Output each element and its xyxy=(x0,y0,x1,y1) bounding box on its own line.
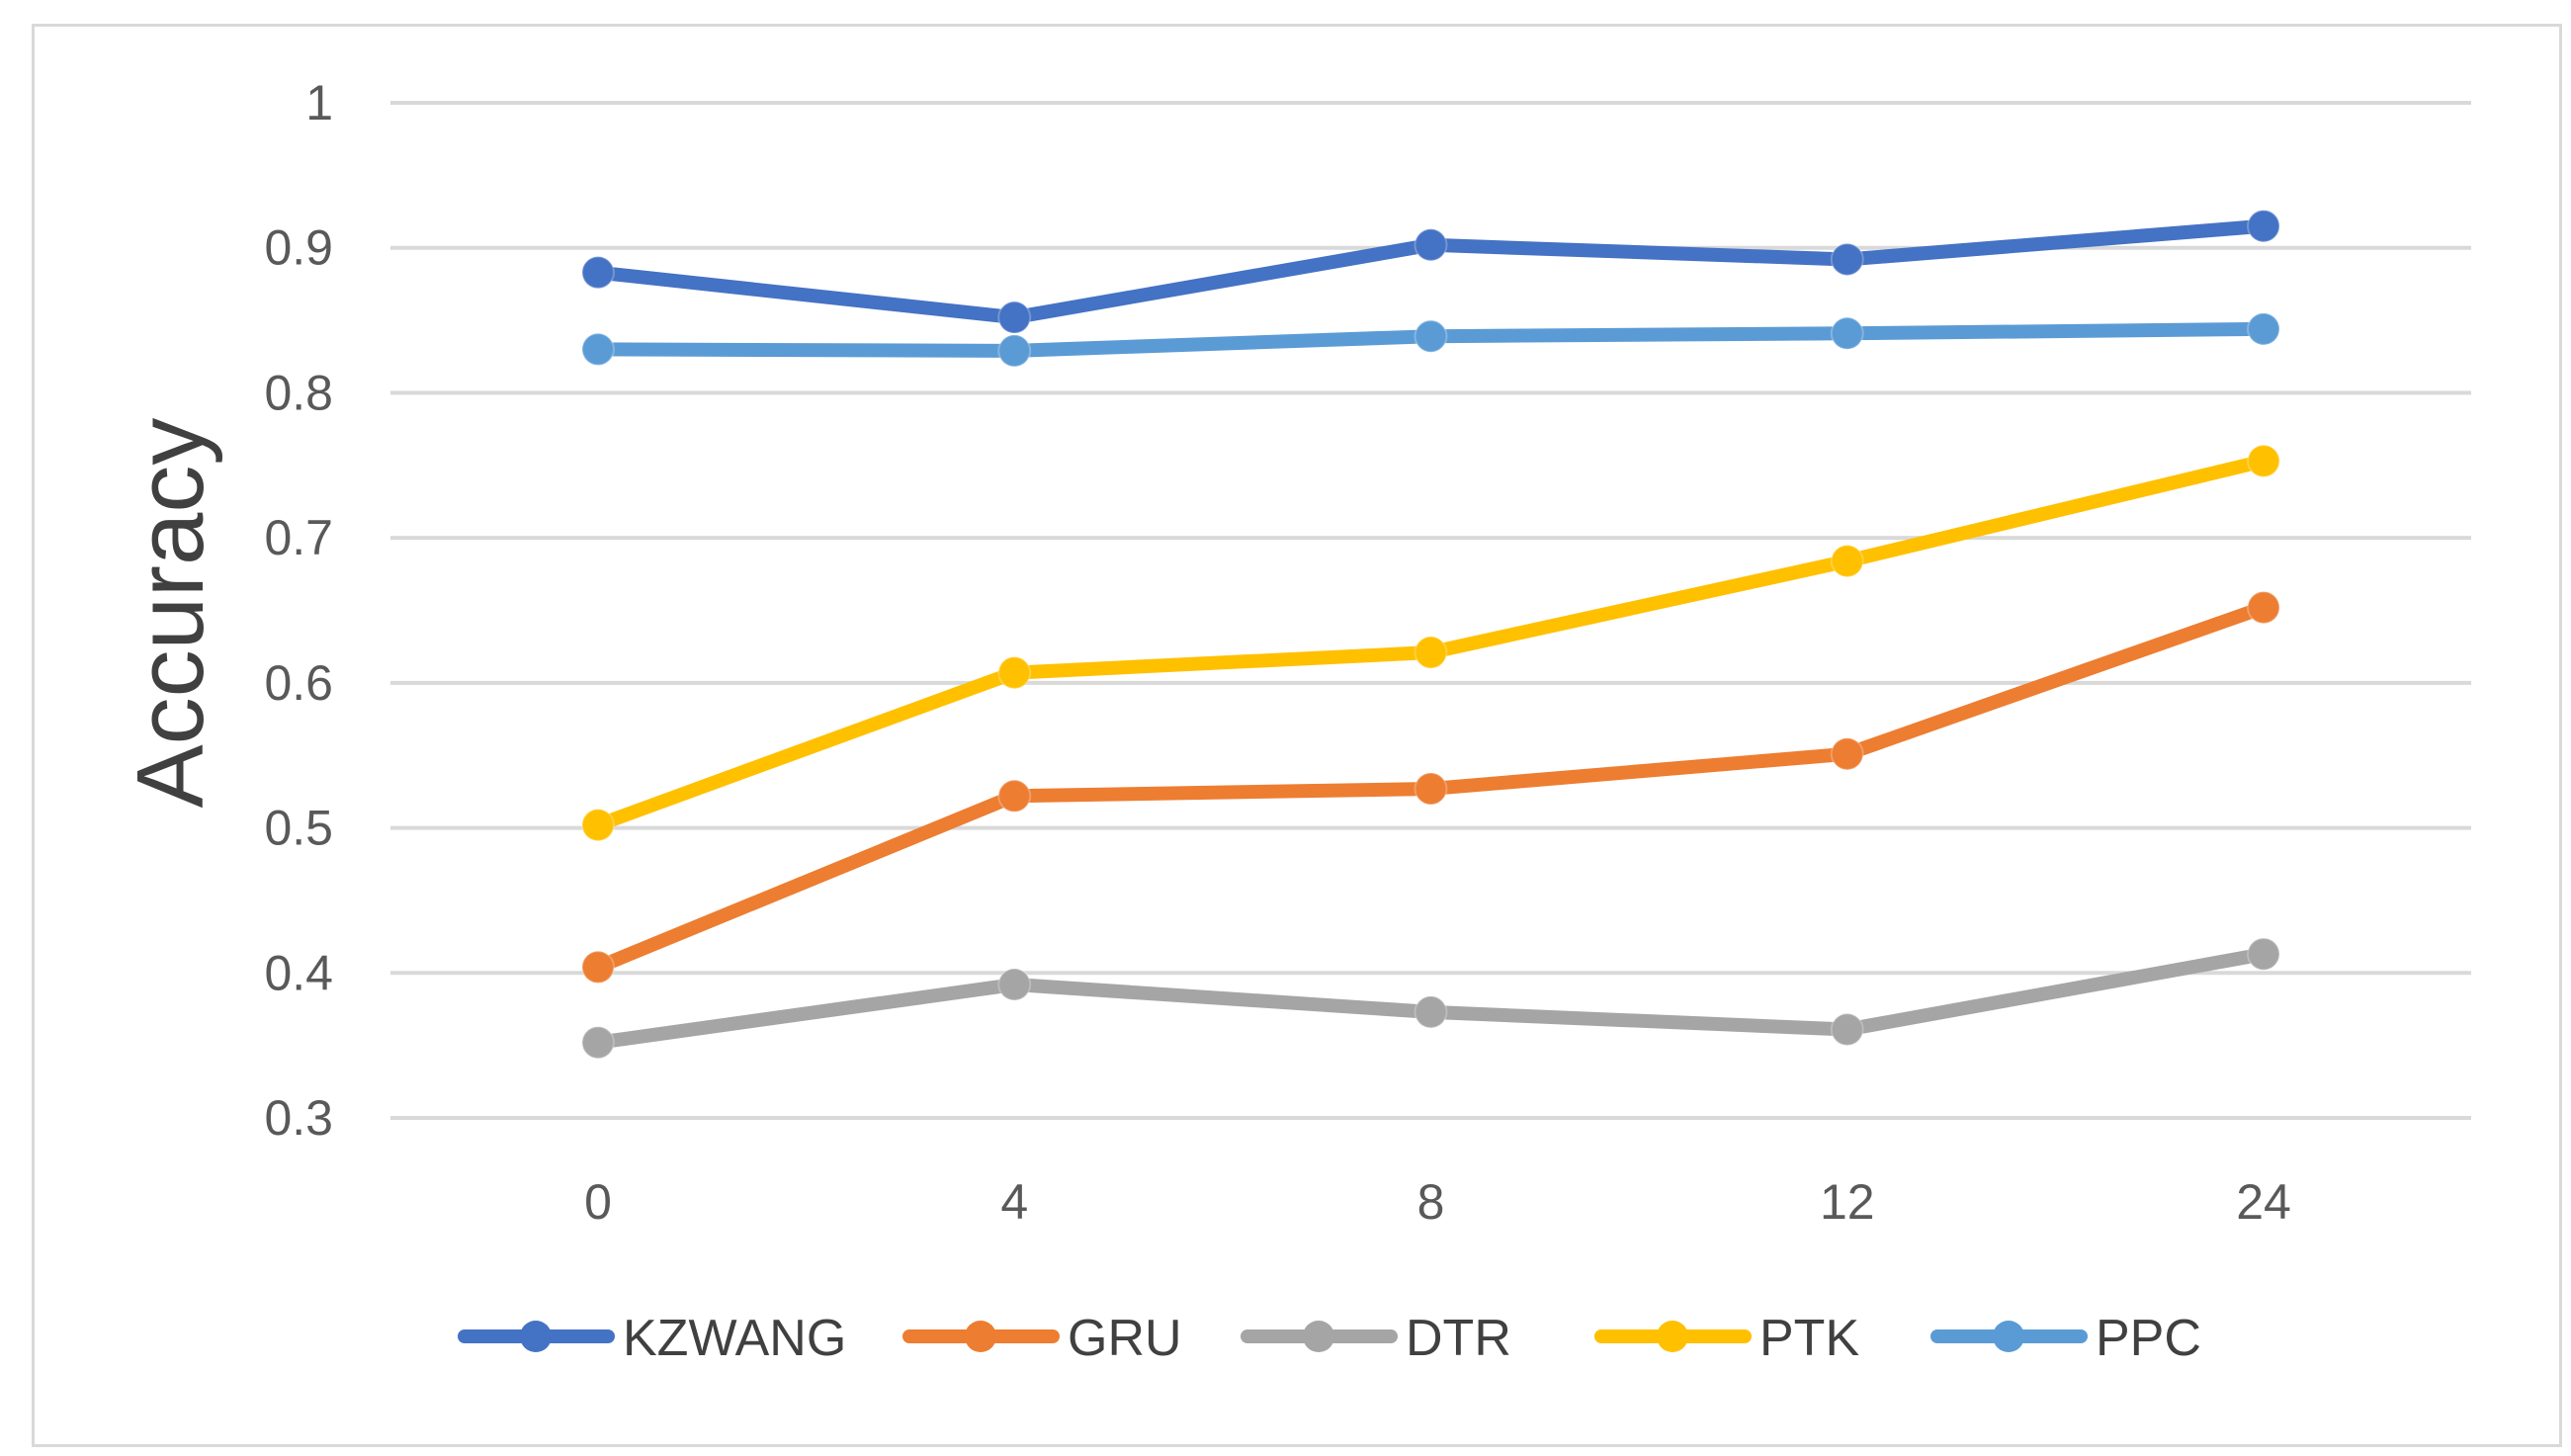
y-tick-label: 0.5 xyxy=(264,801,333,856)
legend-label: DTR xyxy=(1406,1310,1511,1367)
legend-label: PTK xyxy=(1759,1310,1859,1367)
data-point xyxy=(1830,316,1864,351)
y-axis-ticks: 0.3 0.4 0.5 0.6 0.7 0.8 0.9 1 xyxy=(264,75,333,1146)
x-tick-label: 8 xyxy=(1417,1174,1445,1230)
series-gru xyxy=(581,590,2280,985)
data-point xyxy=(997,300,1032,335)
y-axis-label: Accuracy xyxy=(118,418,223,809)
data-point xyxy=(2247,444,2280,478)
data-point xyxy=(2247,937,2280,972)
y-tick-label: 0.4 xyxy=(264,945,333,1000)
data-point xyxy=(581,332,615,367)
data-point xyxy=(1830,1012,1864,1047)
legend-label: GRU xyxy=(1068,1310,1182,1367)
data-point xyxy=(1414,227,1448,262)
legend-item: GRU xyxy=(902,1310,1182,1367)
x-axis-ticks: 0 4 8 12 24 xyxy=(584,1174,2291,1230)
series-ptk xyxy=(581,444,2280,842)
data-point xyxy=(1414,771,1448,806)
data-point xyxy=(581,808,615,842)
legend-swatch-marker xyxy=(1993,1321,2024,1352)
chart-frame xyxy=(32,24,2562,1447)
legend: KZWANG GRU DTR PTK PPC xyxy=(458,1310,2201,1367)
y-tick-label: 0.6 xyxy=(264,655,333,711)
y-tick-label: 0.3 xyxy=(264,1090,333,1146)
data-point xyxy=(2247,209,2280,243)
data-point xyxy=(1414,994,1448,1029)
data-point xyxy=(2247,311,2280,346)
legend-item: PTK xyxy=(1594,1310,1859,1367)
data-point xyxy=(2247,590,2280,625)
legend-swatch-marker xyxy=(1303,1321,1334,1352)
legend-swatch-marker xyxy=(1657,1321,1688,1352)
series-lines xyxy=(581,209,2280,1060)
data-point xyxy=(1830,736,1864,771)
data-point xyxy=(997,655,1032,690)
data-point xyxy=(997,333,1032,368)
legend-item: KZWANG xyxy=(458,1310,846,1367)
series-ppc xyxy=(581,311,2280,368)
legend-item: PPC xyxy=(1930,1310,2201,1367)
series-dtr xyxy=(581,937,2280,1060)
legend-swatch-marker xyxy=(965,1321,996,1352)
data-point xyxy=(1414,319,1448,354)
x-tick-label: 12 xyxy=(1820,1174,1875,1230)
y-tick-label: 0.9 xyxy=(264,220,333,276)
data-point xyxy=(1830,242,1864,277)
legend-item: DTR xyxy=(1241,1310,1511,1367)
series-kzwang xyxy=(581,209,2280,335)
y-tick-label: 1 xyxy=(305,75,333,130)
data-point xyxy=(997,968,1032,1002)
data-point xyxy=(1830,544,1864,578)
data-point xyxy=(581,255,615,290)
y-tick-label: 0.8 xyxy=(264,365,333,420)
data-point xyxy=(1414,636,1448,670)
data-point xyxy=(581,950,615,985)
data-point xyxy=(997,779,1032,814)
legend-swatch-marker xyxy=(520,1321,552,1352)
y-tick-label: 0.7 xyxy=(264,510,333,565)
legend-label: PPC xyxy=(2096,1310,2201,1367)
legend-label: KZWANG xyxy=(623,1310,846,1367)
x-tick-label: 0 xyxy=(584,1174,612,1230)
x-tick-label: 24 xyxy=(2236,1174,2291,1230)
data-point xyxy=(581,1025,615,1060)
x-tick-label: 4 xyxy=(1000,1174,1028,1230)
